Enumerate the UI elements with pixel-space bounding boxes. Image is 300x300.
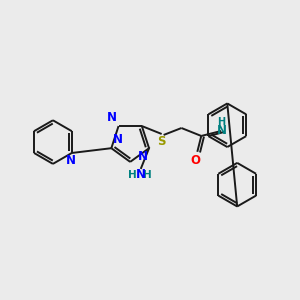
Text: H: H [217,117,225,127]
Text: N: N [136,168,146,181]
Text: H: H [128,170,137,180]
Text: N: N [217,124,227,137]
Text: H: H [143,170,152,180]
Text: N: N [138,150,148,163]
Text: N: N [106,111,117,124]
Text: S: S [158,135,166,148]
Text: N: N [66,154,76,167]
Text: N: N [113,133,123,146]
Text: O: O [190,154,200,167]
